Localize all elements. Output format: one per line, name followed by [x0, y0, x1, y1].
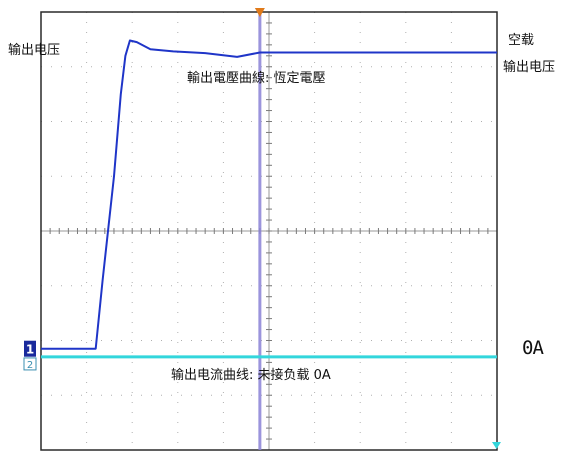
- channel-1-marker: [24, 340, 36, 357]
- voltage-trace: [41, 39, 497, 350]
- current-curve-label: 输出电流曲线: 未接负载 0A: [171, 368, 331, 383]
- channel-1-label: 1: [26, 343, 34, 357]
- channel-2-label: 2: [27, 360, 33, 371]
- current-value-label: 0A: [522, 337, 544, 359]
- voltage-curve-label: 輸出電壓曲線: 恆定電壓: [187, 71, 326, 86]
- trigger-marker-icon: [254, 8, 265, 17]
- plot-frame: [40, 11, 498, 451]
- right-noload-label: 空载: [508, 33, 535, 48]
- right-voltage-label: 输出电压: [503, 60, 556, 75]
- grid: [40, 11, 498, 451]
- position-marker-icon: [492, 442, 501, 449]
- plot-border: [40, 11, 498, 451]
- traces: [41, 39, 497, 359]
- channel-2-marker: [23, 357, 37, 371]
- left-voltage-label: 输出电压: [8, 43, 61, 58]
- markers: 12: [23, 8, 501, 449]
